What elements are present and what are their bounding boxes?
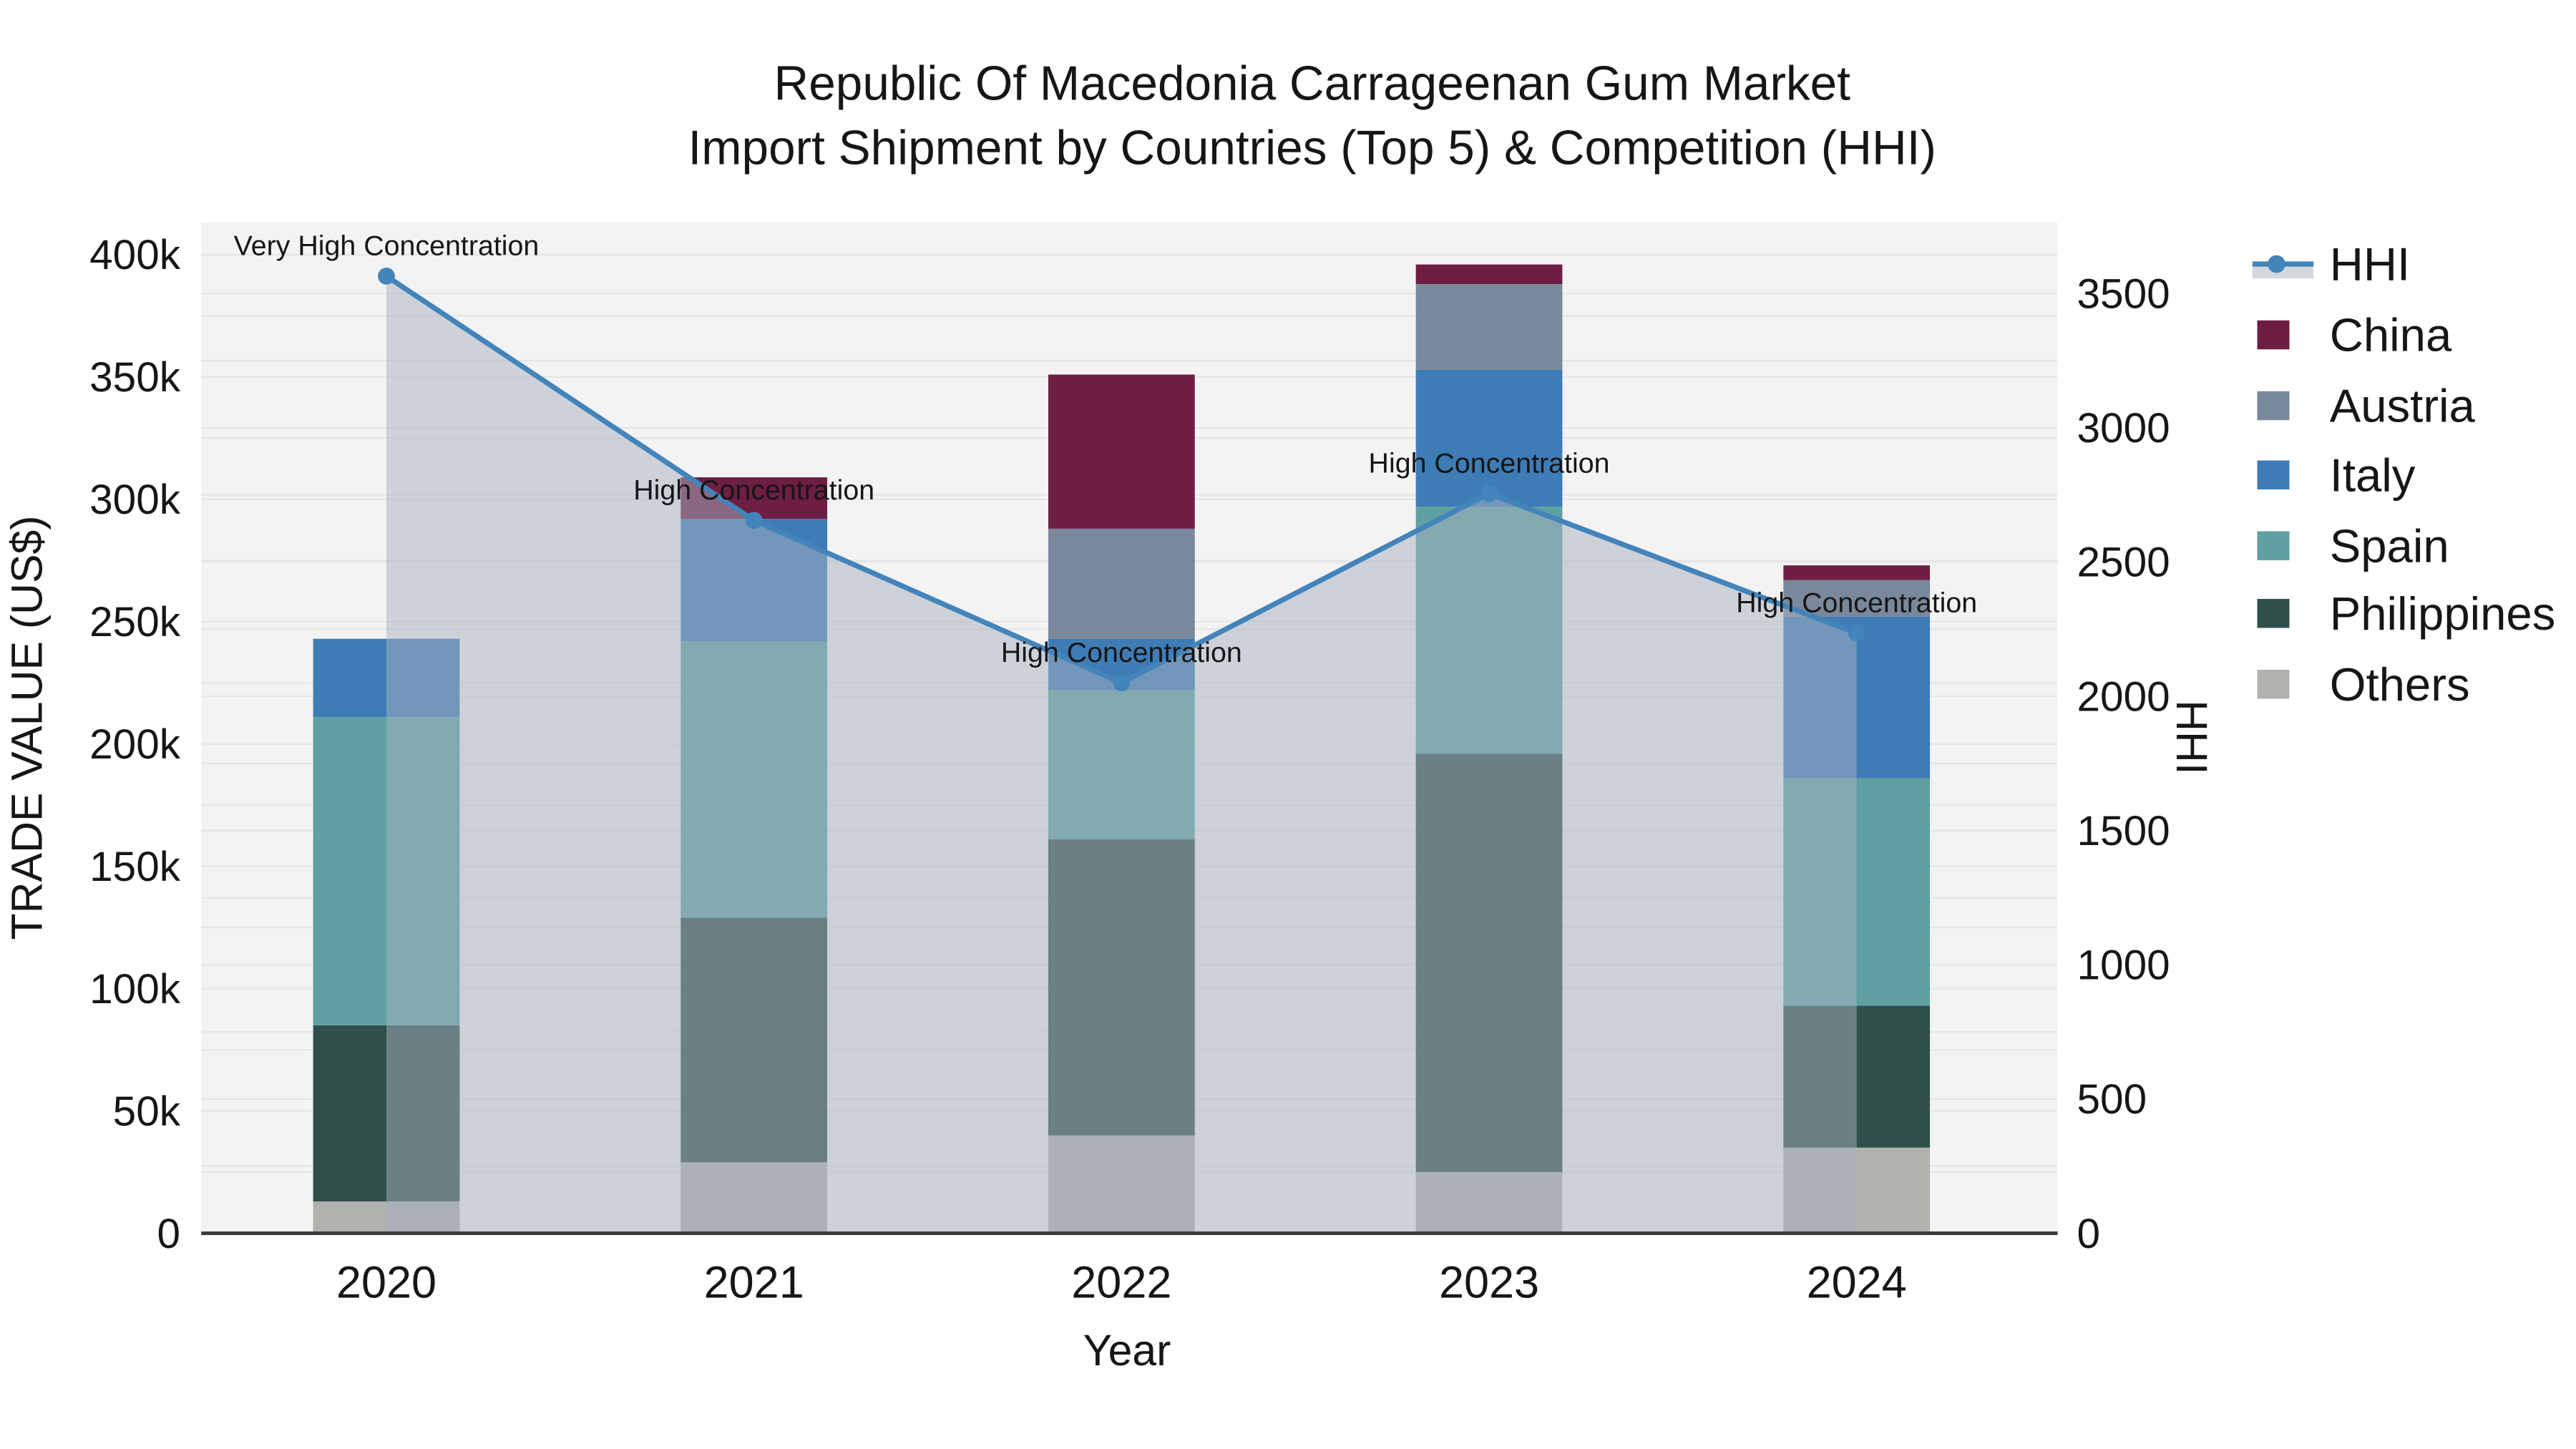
legend-swatch-others xyxy=(2257,670,2290,699)
bar-segment-italy-2023[interactable] xyxy=(1415,369,1563,507)
y-left-tick-150k: 150k xyxy=(89,844,181,890)
y-right-tick-1000: 1000 xyxy=(2077,942,2170,989)
y-right-tick-1500: 1500 xyxy=(2077,808,2170,854)
legend-item-italy[interactable]: Italy xyxy=(2257,449,2416,501)
legend-swatch-spain xyxy=(2257,531,2290,560)
bar-segment-austria-2024[interactable] xyxy=(1783,580,1931,617)
legend-swatch-philippines xyxy=(2257,599,2290,628)
hhi-line-layer xyxy=(378,267,1865,692)
legend-label-hhi: HHI xyxy=(2330,238,2410,291)
hhi-marker-2023[interactable] xyxy=(1480,484,1498,502)
legend-swatch-china xyxy=(2257,320,2290,350)
y-right-tick-3000: 3000 xyxy=(2077,405,2170,452)
y-right-tick-0: 0 xyxy=(2077,1211,2101,1257)
legend-item-austria[interactable]: Austria xyxy=(2257,380,2476,432)
legend-label-spain: Spain xyxy=(2330,519,2449,572)
bar-segment-china-2023[interactable] xyxy=(1415,264,1563,284)
bar-segment-austria-2023[interactable] xyxy=(1415,283,1563,370)
annotation-2022: High Concentration xyxy=(1001,637,1242,668)
y-left-tick-350k: 350k xyxy=(89,354,181,401)
legend-label-austria: Austria xyxy=(2330,380,2476,432)
legend-label-china: China xyxy=(2330,309,2452,361)
legend-item-philippines[interactable]: Philippines xyxy=(2257,587,2556,640)
annotation-2024: High Concentration xyxy=(1736,587,1977,619)
y-left-tick-400k: 400k xyxy=(89,232,181,278)
legend-item-hhi[interactable]: HHI xyxy=(2252,238,2410,291)
y-left-axis-title: TRADE VALUE (US$) xyxy=(2,516,51,940)
legend-item-spain[interactable]: Spain xyxy=(2257,519,2449,572)
x-tick-2024: 2024 xyxy=(1807,1258,1907,1308)
legend-hhi-marker-sample xyxy=(2268,255,2285,273)
y-left-tick-50k: 50k xyxy=(113,1088,181,1135)
y-right-tick-2500: 2500 xyxy=(2077,540,2170,586)
x-tick-2021: 2021 xyxy=(704,1258,804,1308)
y-left-tick-100k: 100k xyxy=(89,966,181,1013)
y-left-tick-200k: 200k xyxy=(89,721,181,768)
legend-label-philippines: Philippines xyxy=(2330,587,2556,640)
hhi-marker-2021[interactable] xyxy=(745,512,763,530)
x-tick-2020: 2020 xyxy=(336,1258,436,1308)
legend: HHI China Austria Italy Spain Philippines Othe… xyxy=(2252,238,2556,711)
legend-label-italy: Italy xyxy=(2330,449,2416,501)
axis-layer: 0 50k 100k 150k 200k 250k 300k 350k 400k 0 500 1000… xyxy=(89,232,2170,1307)
bar-segment-austria-2022[interactable] xyxy=(1048,528,1195,639)
y-left-tick-300k: 300k xyxy=(89,477,181,523)
x-tick-2022: 2022 xyxy=(1071,1258,1171,1308)
hhi-area-fill xyxy=(386,275,1857,1234)
legend-swatch-italy xyxy=(2257,460,2290,489)
y-right-axis-title: HHI xyxy=(2167,700,2216,775)
x-tick-2023: 2023 xyxy=(1439,1258,1539,1308)
bar-segment-china-2024[interactable] xyxy=(1783,565,1931,580)
hhi-marker-2020[interactable] xyxy=(378,267,395,285)
annotation-layer: Very High Concentration High Concentratio… xyxy=(234,230,1977,668)
chart-title-line1: Republic Of Macedonia Carrageenan Gum Ma… xyxy=(774,57,1851,111)
y-right-tick-2000: 2000 xyxy=(2077,673,2170,720)
legend-label-others: Others xyxy=(2330,658,2470,711)
legend-item-china[interactable]: China xyxy=(2257,309,2452,361)
annotation-2023: High Concentration xyxy=(1369,448,1610,479)
x-axis-title: Year xyxy=(1083,1326,1171,1375)
annotation-2020: Very High Concentration xyxy=(234,230,540,262)
annotation-2021: High Concentration xyxy=(633,474,874,506)
hhi-marker-2022[interactable] xyxy=(1113,674,1131,692)
legend-item-others[interactable]: Others xyxy=(2257,658,2470,711)
y-left-tick-250k: 250k xyxy=(89,599,181,645)
chart-title-line2: Import Shipment by Countries (Top 5) & C… xyxy=(688,122,1936,175)
bar-segment-china-2022[interactable] xyxy=(1048,374,1195,529)
hhi-marker-2024[interactable] xyxy=(1848,624,1865,642)
y-right-tick-500: 500 xyxy=(2077,1076,2147,1123)
y-right-tick-3500: 3500 xyxy=(2077,271,2170,318)
hhi-area-layer xyxy=(386,275,1857,1234)
y-left-tick-0: 0 xyxy=(157,1211,180,1257)
legend-swatch-austria xyxy=(2257,391,2290,421)
